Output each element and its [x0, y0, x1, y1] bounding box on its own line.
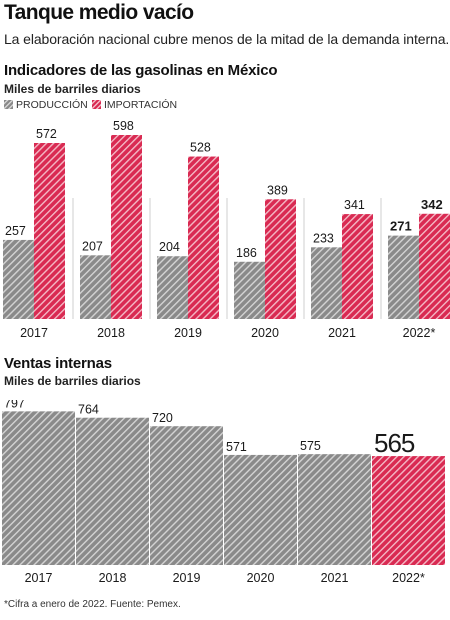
value-label-importacion-2017: 572	[36, 127, 57, 141]
value-label-importacion-2020: 389	[267, 183, 288, 197]
chart1-title: Indicadores de las gasolinas en México	[4, 62, 278, 79]
bar-produccion-2021	[311, 247, 342, 319]
bar-importacion-2017	[34, 143, 65, 319]
ventas-x-tick-label-2022: 2022*	[392, 571, 425, 585]
legend-swatch-produccion	[4, 100, 13, 109]
chart2-title: Ventas internas	[4, 355, 112, 372]
x-tick-label-2020: 2020	[251, 326, 279, 340]
value-label-importacion-2022: 342	[421, 197, 443, 212]
ventas-bar-2022	[372, 456, 445, 565]
ventas-bar-2021	[298, 454, 371, 565]
ventas-value-label-2021: 575	[300, 439, 321, 453]
footnote: *Cifra a enero de 2022. Fuente: Pemex.	[4, 599, 181, 610]
bar-importacion-2019	[188, 156, 219, 319]
ventas-bar-2019	[150, 426, 223, 565]
bar-importacion-2022	[419, 213, 450, 319]
value-label-produccion-2019: 204	[159, 240, 180, 254]
value-label-produccion-2017: 257	[5, 224, 26, 238]
ventas-value-label-2018: 764	[78, 403, 99, 417]
ventas-bar-2018	[76, 417, 149, 565]
value-label-produccion-2020: 186	[236, 246, 257, 260]
ventas-x-tick-label-2021: 2021	[321, 571, 349, 585]
page-subtitle: La elaboración nacional cubre menos de l…	[4, 31, 450, 47]
legend-swatch-importacion	[92, 100, 101, 109]
bar-importacion-2018	[111, 135, 142, 319]
bar-produccion-2020	[234, 261, 265, 319]
x-tick-label-2022: 2022*	[403, 326, 436, 340]
bar-produccion-2022	[388, 235, 419, 319]
ventas-x-tick-label-2017: 2017	[25, 571, 53, 585]
chart1-plot: 257 572 2017 207 598 2018 204 528 2019 186 389 2020…	[3, 119, 450, 340]
x-tick-label-2019: 2019	[174, 326, 202, 340]
page-title: Tanque medio vacío	[4, 1, 194, 24]
ventas-value-label-2020: 571	[226, 440, 247, 454]
legend-label-produccion: PRODUCCIÓN	[16, 99, 88, 111]
legend-item-importacion: IMPORTACIÓN	[92, 99, 177, 111]
ventas-bar-2017	[2, 411, 75, 565]
x-tick-label-2018: 2018	[97, 326, 125, 340]
value-label-produccion-2022: 271	[390, 219, 412, 234]
ventas-value-label-2019: 720	[152, 411, 173, 425]
ventas-x-tick-label-2019: 2019	[173, 571, 201, 585]
bar-produccion-2018	[80, 255, 111, 319]
value-label-produccion-2021: 233	[313, 231, 334, 245]
value-label-importacion-2018: 598	[113, 119, 134, 133]
x-tick-label-2017: 2017	[20, 326, 48, 340]
legend-label-importacion: IMPORTACIÓN	[104, 99, 178, 111]
value-label-importacion-2019: 528	[190, 141, 211, 155]
bar-produccion-2017	[3, 239, 34, 319]
bar-produccion-2019	[157, 256, 188, 319]
ventas-value-label-2017: 797	[4, 400, 25, 410]
ventas-x-tick-label-2020: 2020	[247, 571, 275, 585]
ventas-value-label-2022: 565	[374, 428, 415, 458]
legend-item-produccion: PRODUCCIÓN	[4, 99, 88, 111]
value-label-importacion-2021: 341	[344, 198, 365, 212]
ventas-x-tick-label-2018: 2018	[99, 571, 127, 585]
chart2-unit: Miles de barriles diarios	[4, 374, 141, 388]
value-label-produccion-2018: 207	[82, 239, 103, 253]
x-tick-label-2021: 2021	[328, 326, 356, 340]
bar-importacion-2020	[265, 199, 296, 319]
bar-importacion-2021	[342, 214, 373, 319]
chart1-unit: Miles de barriles diarios	[4, 82, 141, 96]
chart2-plot: 797 2017 764 2018 720 2019 571 2020 575 2021 565 20…	[2, 400, 445, 585]
ventas-bar-2020	[224, 454, 297, 565]
